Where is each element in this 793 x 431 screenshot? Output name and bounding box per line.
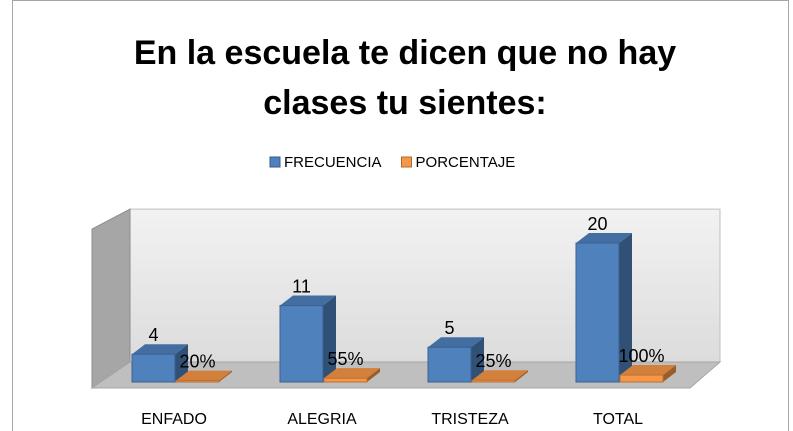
bar	[471, 370, 528, 383]
legend-swatch	[269, 156, 281, 168]
x-tick-label: ENFADO	[141, 411, 207, 428]
bar-front	[131, 353, 176, 383]
legend-label: PORCENTAJE	[416, 154, 516, 171]
bar-top	[280, 295, 336, 306]
side-wall	[91, 208, 131, 389]
bar-front	[279, 305, 324, 383]
data-label: 20%	[179, 351, 215, 371]
data-label: 4	[148, 325, 158, 345]
bar-top	[176, 370, 232, 381]
bar	[175, 370, 232, 383]
data-label: 25%	[475, 351, 511, 371]
bar-side	[619, 233, 632, 382]
legend-swatch	[401, 156, 413, 168]
bar-front	[175, 380, 220, 383]
chart-title: clases tu sientes:	[263, 84, 546, 122]
bar-top	[324, 368, 380, 379]
bar	[131, 344, 188, 383]
floor	[90, 361, 722, 389]
bar-front	[323, 377, 368, 383]
data-label: 20	[587, 214, 607, 234]
bar-side	[367, 368, 380, 382]
legend-label: FRECUENCIA	[284, 154, 382, 171]
bar-side	[471, 337, 484, 382]
bar-front	[575, 242, 620, 383]
bar-side	[175, 344, 188, 382]
bar-front	[471, 379, 516, 383]
bar	[427, 337, 484, 383]
bar-front	[427, 346, 472, 383]
chart-title: En la escuela te dicen que no hay	[134, 34, 676, 72]
bar	[619, 365, 676, 383]
bar-top	[472, 370, 528, 381]
data-label: 5	[444, 318, 454, 338]
bar-top	[576, 233, 632, 243]
data-label: 55%	[327, 349, 363, 369]
bar-side	[515, 370, 528, 382]
bar	[279, 295, 336, 383]
bar-side	[663, 365, 676, 382]
data-label: 11	[292, 276, 311, 296]
bar-side	[219, 370, 232, 382]
x-tick-label: ALEGRIA	[287, 411, 357, 428]
data-label: 100%	[618, 346, 664, 366]
bar-top	[428, 337, 484, 348]
bar	[323, 368, 380, 383]
bar-side	[323, 295, 336, 382]
bar-top	[132, 344, 188, 355]
plot-area	[90, 208, 722, 389]
bar-front	[619, 374, 664, 383]
bar	[575, 233, 632, 383]
x-tick-label: TOTAL	[593, 411, 643, 428]
bar-top	[620, 365, 676, 376]
x-tick-label: TRISTEZA	[431, 411, 509, 428]
